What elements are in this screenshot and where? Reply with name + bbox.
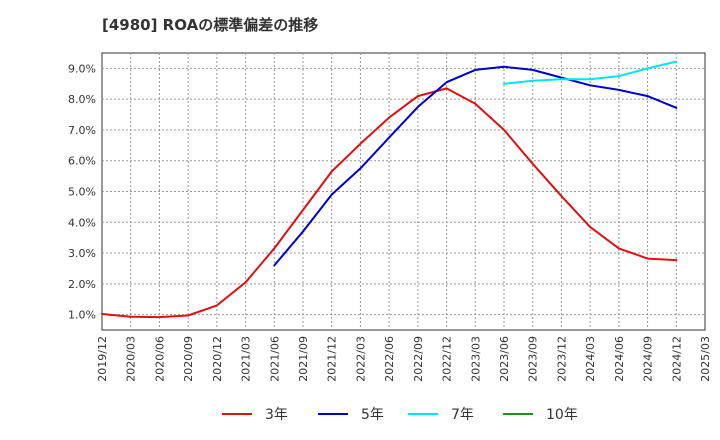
x-tick-label: 2021/03 — [240, 336, 253, 382]
x-tick-label: 2024/03 — [584, 336, 597, 382]
x-tick-label: 2021/06 — [268, 336, 281, 382]
x-tick-label: 2023/03 — [469, 336, 482, 382]
x-tick-label: 2023/09 — [527, 336, 540, 382]
y-tick-label: 6.0% — [68, 155, 96, 168]
legend-label: 5年 — [361, 407, 384, 423]
x-tick-label: 2021/09 — [297, 336, 310, 382]
x-tick-label: 2022/06 — [383, 336, 396, 382]
grid-lines — [102, 53, 705, 330]
y-tick-label: 1.0% — [68, 309, 96, 322]
x-tick-label: 2020/09 — [182, 336, 195, 382]
x-tick-label: 2020/06 — [153, 336, 166, 382]
series-lines — [101, 60, 678, 319]
x-tick-label: 2023/12 — [555, 336, 568, 382]
y-tick-label: 8.0% — [68, 93, 96, 106]
series-line-0 — [101, 87, 678, 319]
x-tick-label: 2022/12 — [441, 336, 454, 382]
y-tick-label: 3.0% — [68, 247, 96, 260]
x-tick-label: 2020/03 — [125, 336, 138, 382]
x-tick-label: 2019/12 — [96, 336, 109, 382]
x-tick-label: 2025/03 — [699, 336, 712, 382]
chart-title: [4980] ROAの標準偏差の推移 — [102, 16, 319, 34]
x-tick-label: 2024/06 — [613, 336, 626, 382]
x-tick-labels: 2019/12 2020/03 2020/06 2020/09 2020/12 2021/… — [96, 336, 712, 382]
y-tick-label: 4.0% — [68, 216, 96, 229]
x-tick-label: 2023/06 — [498, 336, 511, 382]
x-tick-label: 2021/12 — [326, 336, 339, 382]
y-tick-labels: 1.0% 2.0% 3.0% 4.0% 5.0% 6.0% 7.0% 8.0% 9.0% — [68, 62, 96, 321]
x-tick-label: 2020/12 — [211, 336, 224, 382]
x-tick-label: 2024/12 — [670, 336, 683, 382]
y-tick-label: 7.0% — [68, 124, 96, 137]
y-tick-label: 2.0% — [68, 278, 96, 291]
legend-label: 7年 — [451, 407, 474, 423]
legend-label: 3年 — [265, 407, 288, 423]
x-tick-label: 2022/03 — [354, 336, 367, 382]
series-line-2 — [503, 60, 678, 85]
x-tick-label: 2024/09 — [642, 336, 655, 382]
y-tick-label: 9.0% — [68, 62, 96, 75]
legend: 3年 5年 7年 10年 — [222, 407, 578, 423]
series-line-1 — [273, 65, 678, 267]
y-tick-label: 5.0% — [68, 186, 96, 199]
legend-label: 10年 — [546, 407, 578, 423]
x-tick-label: 2022/09 — [412, 336, 425, 382]
